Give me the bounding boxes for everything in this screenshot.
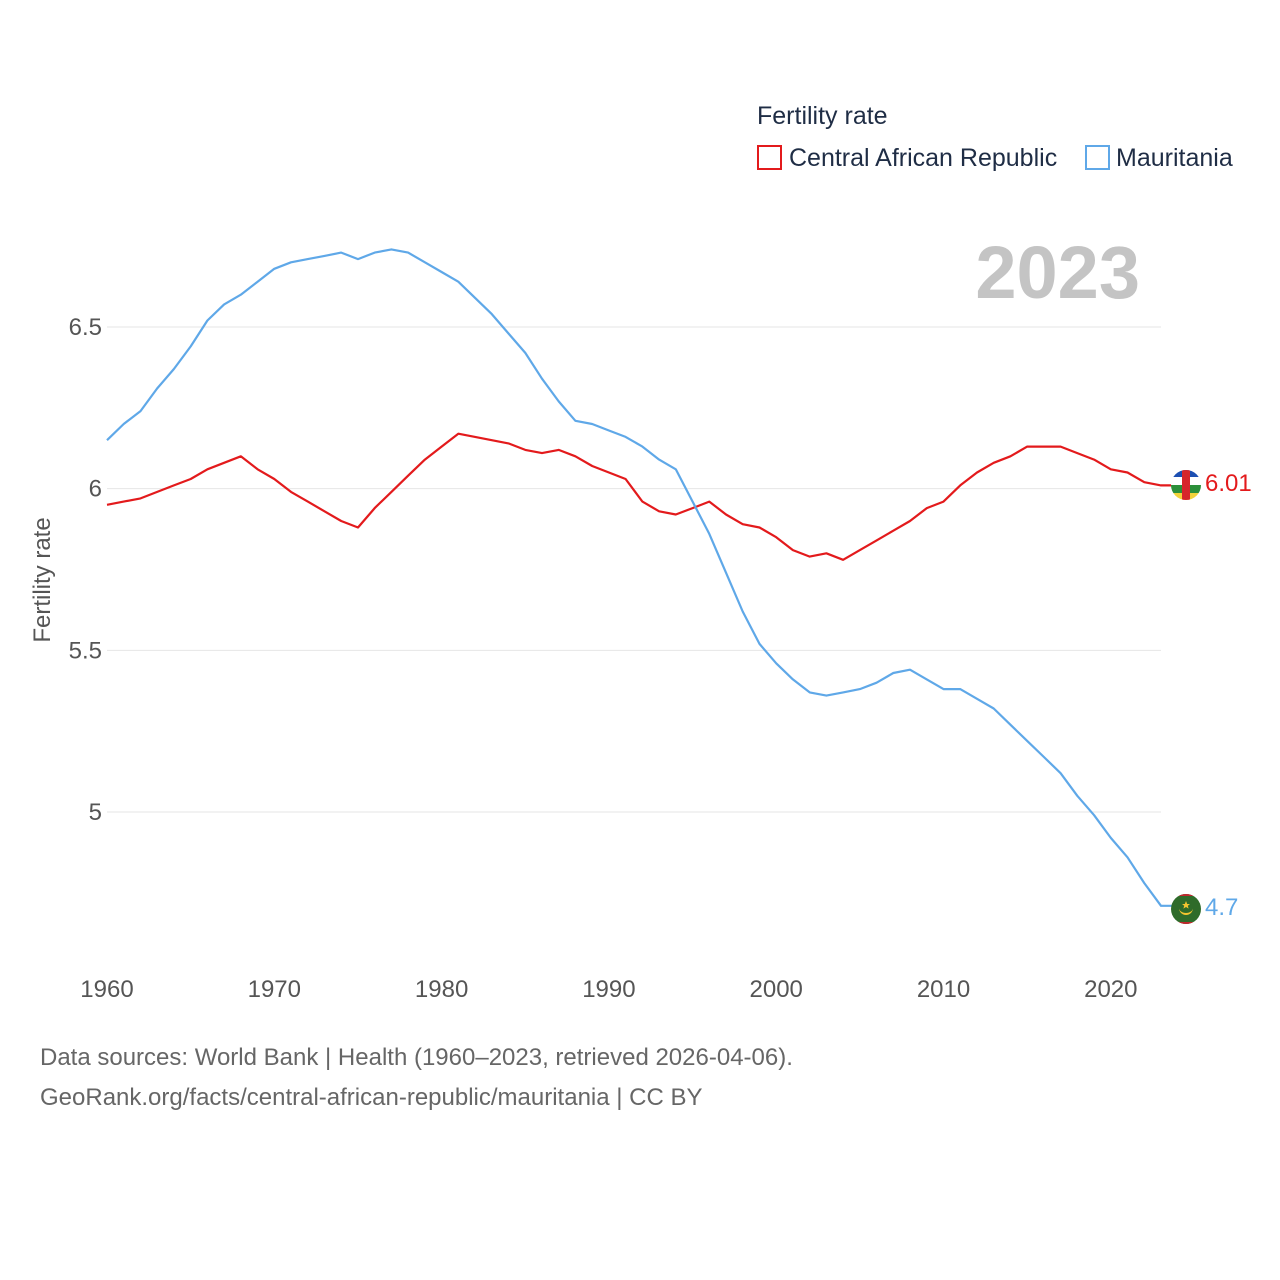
end-value-label-central-african-republic: 6.01 (1205, 470, 1252, 497)
x-tick-label: 2000 (750, 976, 803, 1003)
legend[interactable]: Fertility rate Central African Republic … (757, 102, 1233, 172)
x-tick-label: 1960 (80, 976, 133, 1003)
line-chart: 5 5.5 6 6.5 1960 1970 1980 1990 2000 2010 2020 Fe… (29, 102, 1252, 1003)
central-african-republic-flag-icon (1171, 470, 1201, 500)
mauritania-flag-icon (1171, 894, 1201, 924)
footer-source: Data sources: World Bank | Health (1960–… (40, 1044, 793, 1071)
y-axis-ticks: 5 5.5 6 6.5 (69, 314, 102, 826)
series-line-mauritania[interactable] (106, 248, 1172, 907)
footer-attribution[interactable]: GeoRank.org/facts/central-african-republ… (40, 1084, 703, 1111)
legend-title: Fertility rate (757, 102, 888, 130)
x-tick-label: 2020 (1084, 976, 1137, 1003)
y-axis-title: Fertility rate (29, 517, 56, 642)
legend-swatch-mauritania[interactable] (1085, 145, 1110, 170)
y-tick-label: 5.5 (69, 637, 102, 664)
end-value-label-mauritania: 4.7 (1205, 894, 1238, 921)
x-tick-label: 1980 (415, 976, 468, 1003)
x-tick-label: 1990 (582, 976, 635, 1003)
legend-label-central-african-republic[interactable]: Central African Republic (789, 144, 1057, 172)
current-year-label: 2023 (975, 231, 1140, 314)
series-lines (106, 248, 1172, 907)
gridlines (107, 326, 1161, 813)
legend-label-mauritania[interactable]: Mauritania (1116, 144, 1233, 172)
x-tick-label: 1970 (248, 976, 301, 1003)
y-tick-label: 6.5 (69, 314, 102, 341)
y-tick-label: 6 (89, 476, 102, 503)
legend-swatch-central-african-republic[interactable] (757, 145, 782, 170)
y-tick-label: 5 (89, 799, 102, 826)
series-line-central-african-republic[interactable] (106, 432, 1172, 561)
x-axis-ticks: 1960 1970 1980 1990 2000 2010 2020 (80, 976, 1137, 1003)
x-tick-label: 2010 (917, 976, 970, 1003)
